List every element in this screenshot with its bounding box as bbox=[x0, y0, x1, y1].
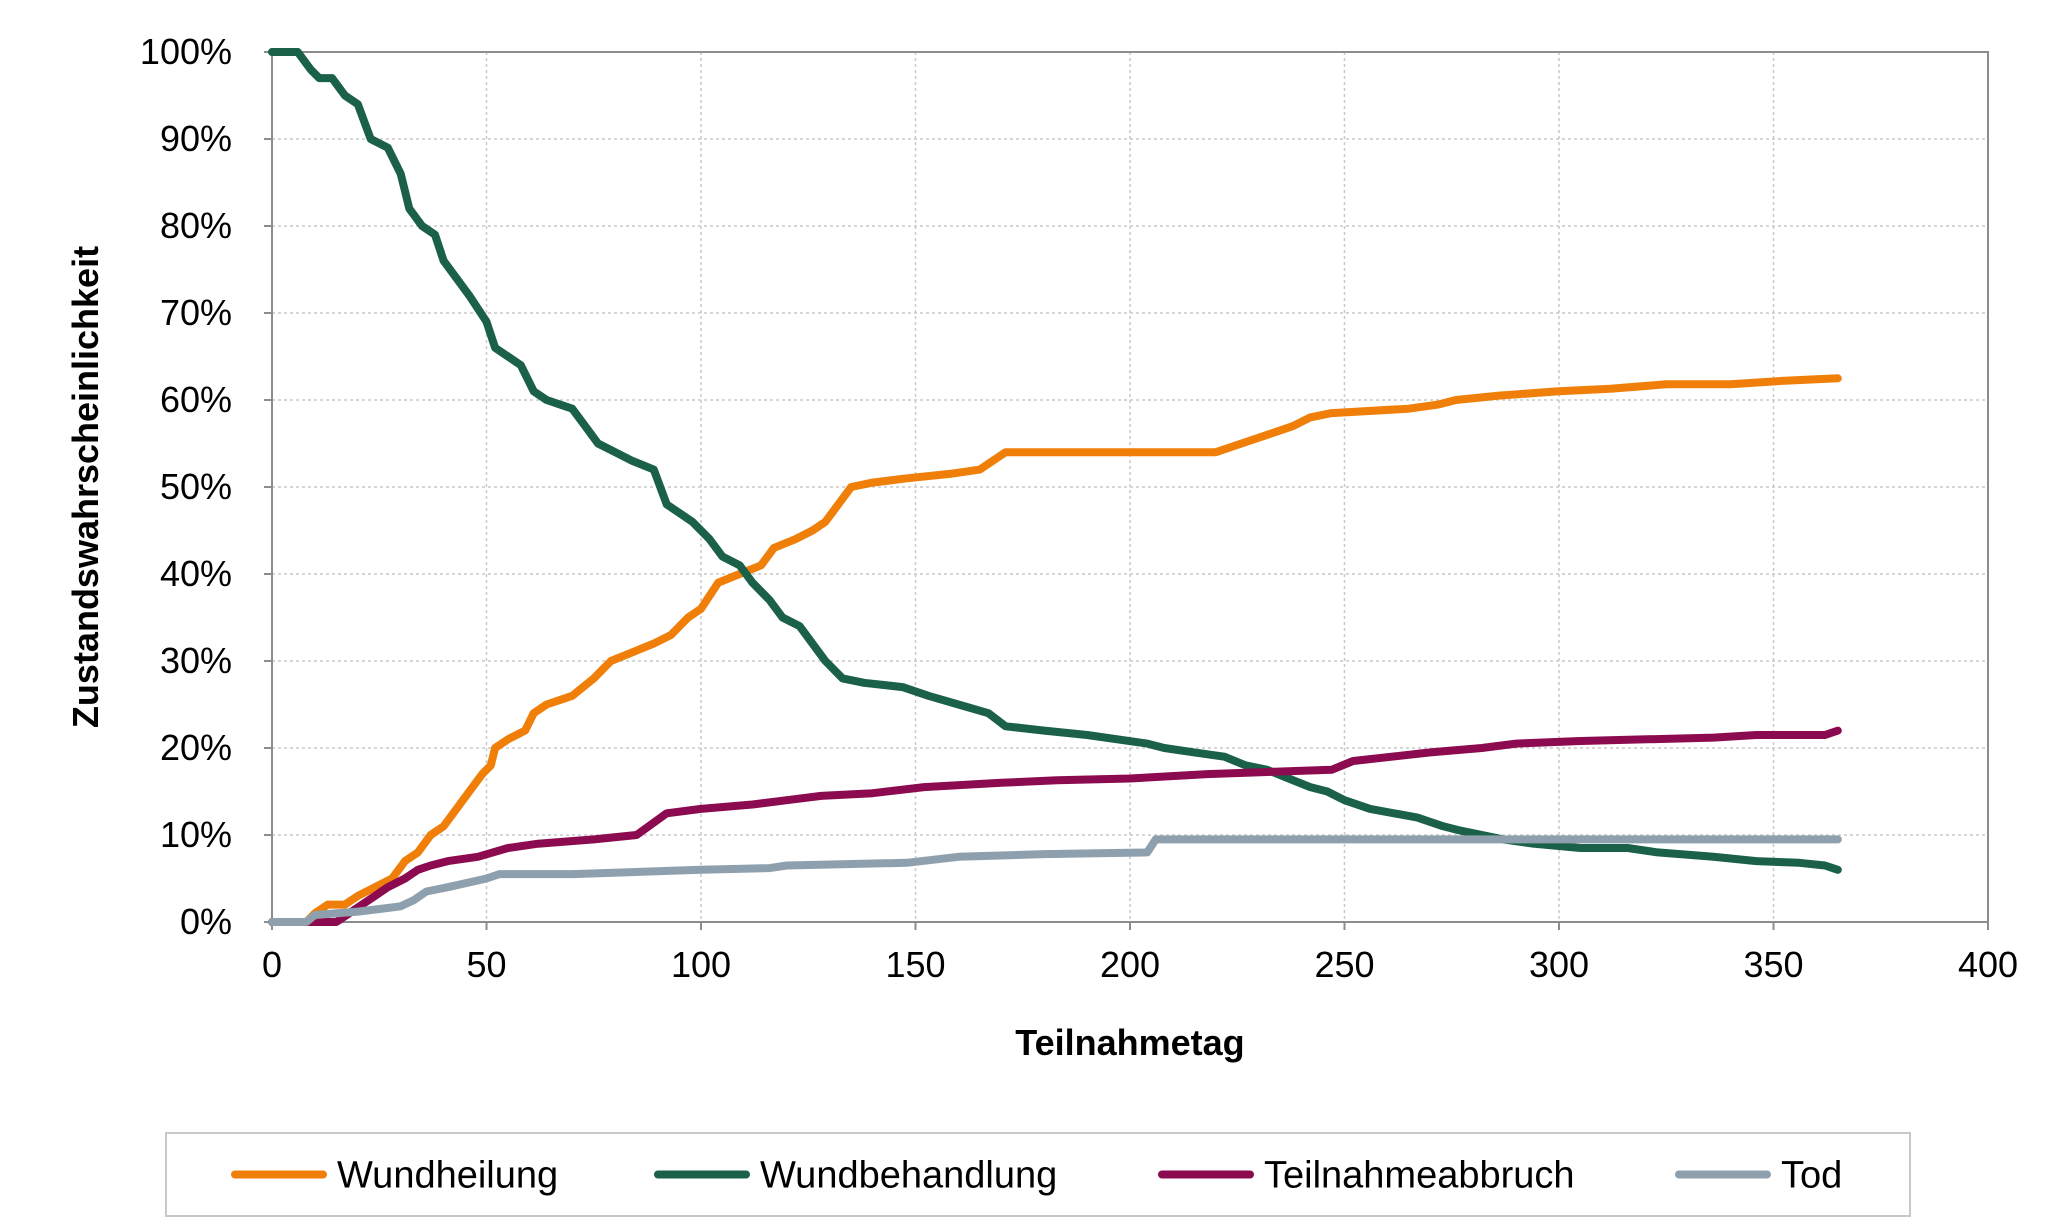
legend-label-tod: Tod bbox=[1781, 1155, 1842, 1197]
x-tick-label: 250 bbox=[1314, 944, 1374, 985]
y-tick-label: 30% bbox=[160, 640, 232, 681]
y-tick-label: 100% bbox=[140, 31, 232, 72]
legend: Wundheilung Wundbehandlung Teilnahmeabbruc… bbox=[165, 1132, 1911, 1217]
series-line-teilnahmeabbruch bbox=[268, 726, 1842, 926]
x-tick-label: 0 bbox=[262, 944, 282, 985]
y-tick-label: 0% bbox=[180, 901, 232, 942]
x-tick-label: 150 bbox=[885, 944, 945, 985]
y-tick-label: 20% bbox=[160, 727, 232, 768]
x-tick-label: 400 bbox=[1958, 944, 2018, 985]
y-tick-label: 80% bbox=[160, 205, 232, 246]
y-tick-label: 60% bbox=[160, 379, 232, 420]
y-tick-label: 10% bbox=[160, 814, 232, 855]
legend-label-teilnahmeabbruch: Teilnahmeabbruch bbox=[1264, 1155, 1575, 1197]
series-line-wundbehandlung bbox=[268, 48, 1842, 874]
x-axis-ticks: 0 50 100 150 200 250 300 350 400 bbox=[262, 922, 2018, 985]
y-tick-label: 50% bbox=[160, 466, 232, 507]
series-line-tod bbox=[268, 835, 1842, 926]
x-tick-label: 100 bbox=[671, 944, 731, 985]
series-line-wundheilung bbox=[268, 374, 1842, 926]
gridlines bbox=[272, 52, 1988, 922]
y-tick-label: 40% bbox=[160, 553, 232, 594]
y-tick-label: 70% bbox=[160, 292, 232, 333]
x-tick-label: 50 bbox=[466, 944, 506, 985]
legend-label-wundbehandlung: Wundbehandlung bbox=[760, 1155, 1057, 1197]
legend-box bbox=[165, 1132, 1911, 1217]
x-axis-title: Teilnahmetag bbox=[1015, 1022, 1244, 1063]
y-tick-label: 90% bbox=[160, 118, 232, 159]
x-tick-label: 350 bbox=[1743, 944, 1803, 985]
x-tick-label: 200 bbox=[1100, 944, 1160, 985]
y-axis-title: Zustandswahrscheinlichkeit bbox=[65, 246, 106, 728]
x-tick-label: 300 bbox=[1529, 944, 1589, 985]
legend-label-wundheilung: Wundheilung bbox=[337, 1155, 558, 1197]
series-lines bbox=[268, 48, 1842, 926]
y-axis-ticks: 0% 10% 20% 30% 40% 50% 60% 70% 80% 90% 100% bbox=[140, 31, 272, 942]
